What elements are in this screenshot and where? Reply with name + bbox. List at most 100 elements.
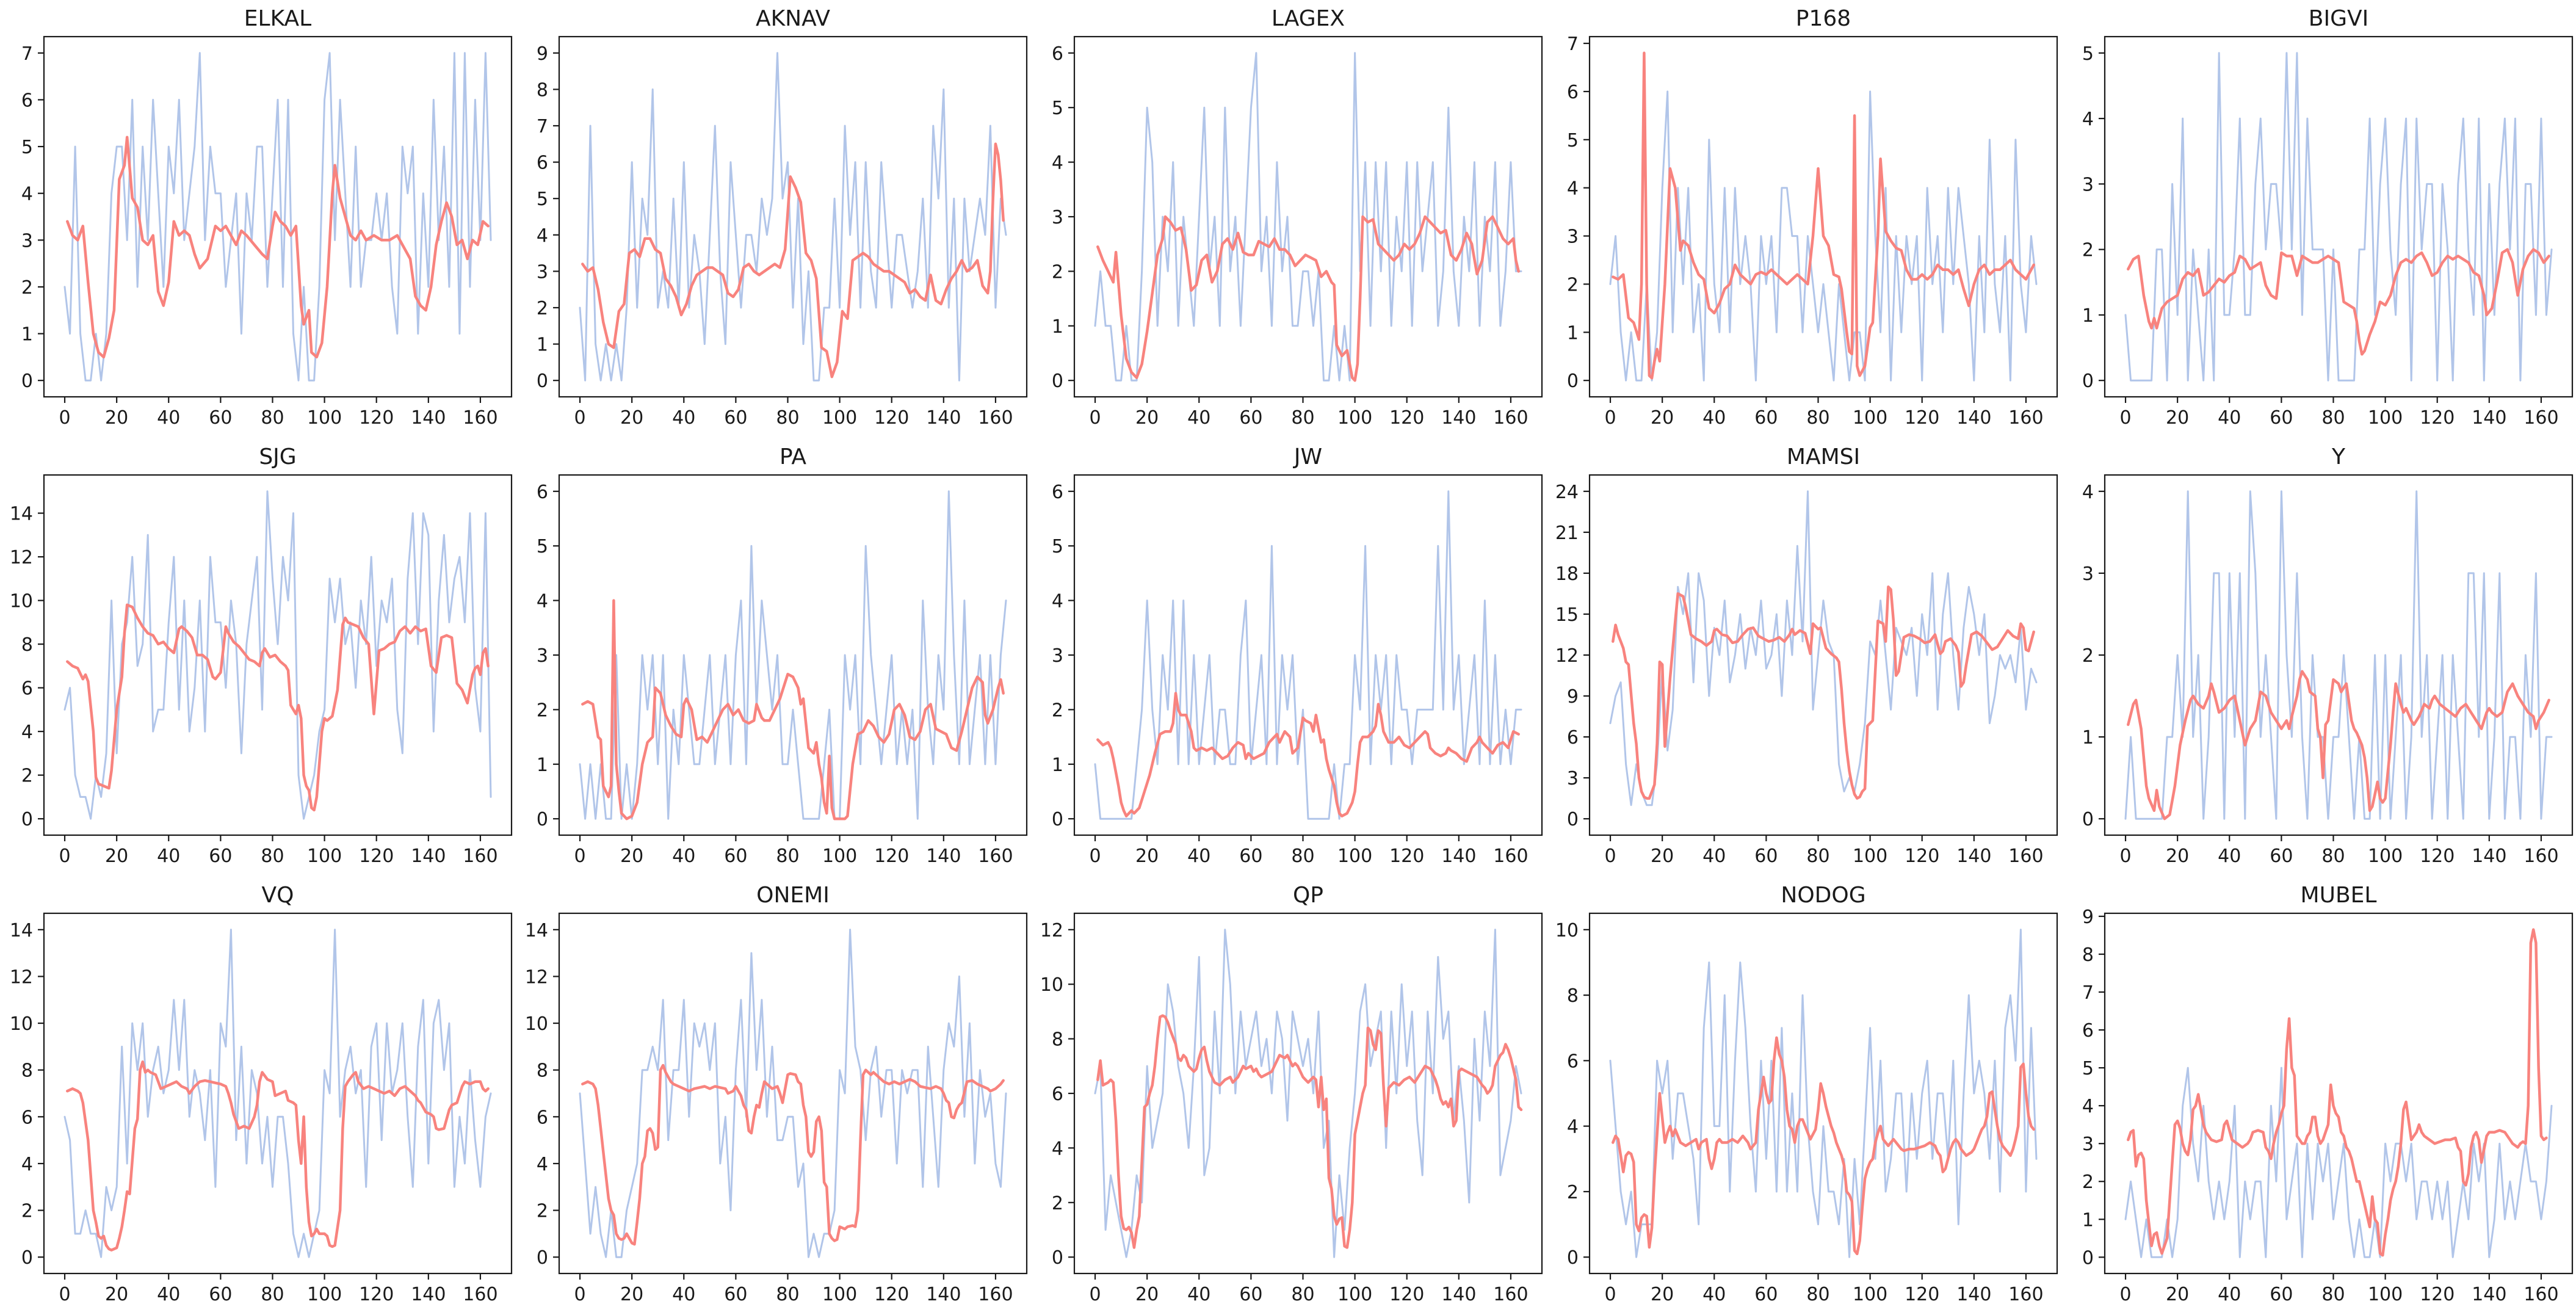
x-tick-label: 60: [2270, 1284, 2293, 1305]
x-tick-label: 160: [463, 846, 497, 867]
x-tick-label: 0: [1089, 846, 1101, 867]
y-tick-label: 2: [537, 298, 548, 319]
raw-series-line: [1609, 490, 2038, 806]
y-tick-label: 12: [10, 547, 33, 568]
y-tick-label: 8: [2082, 944, 2094, 966]
y-tick-label: 2: [21, 766, 33, 787]
x-tick-label: 120: [359, 1284, 394, 1305]
y-tick-label: 5: [1052, 536, 1063, 557]
y-tick-label: 0: [1052, 371, 1063, 392]
y-tick-label: 10: [10, 591, 33, 612]
axes-frame: [43, 35, 513, 398]
x-tick-label: 0: [1604, 846, 1616, 867]
x-tick-label: 80: [2321, 407, 2345, 429]
y-tick-label: 8: [21, 634, 33, 656]
x-tick-label: 0: [1089, 1284, 1101, 1305]
x-tick-label: 20: [620, 1284, 643, 1305]
axes-frame: [558, 912, 1028, 1275]
x-tick-label: 80: [1806, 846, 1829, 867]
smoothed-series-line: [1612, 1036, 2035, 1256]
y-tick-label: 6: [537, 1107, 548, 1128]
x-tick-label: 100: [307, 407, 342, 429]
x-tick-label: 20: [1651, 1284, 1674, 1305]
y-tick-label: 8: [21, 1060, 33, 1082]
chart-title: SJG: [259, 444, 296, 469]
x-tick-label: 140: [2472, 407, 2506, 429]
y-tick-label: 0: [537, 809, 548, 830]
y-tick-label: 6: [2082, 1020, 2094, 1041]
raw-series-line: [1609, 929, 2038, 1258]
subplot: JW 0 20 40 60 80 100 120 140 160 0 1 2 3 4 5 6: [1030, 438, 1546, 877]
chart-plot: MUBEL 0 20 40 60 80 100 120 140 160 0 1 2 3 4 5 6 7 8 9: [2082, 883, 2574, 1305]
subplot: PA 0 20 40 60 80 100 120 140 160 0 1 2 3 4 5 6: [515, 438, 1030, 877]
y-tick-label: 3: [1052, 645, 1063, 667]
y-tick-label: 0: [2082, 371, 2094, 392]
y-tick-label: 3: [2082, 1134, 2094, 1155]
chart-plot: SJG 0 20 40 60 80 100 120 140 160 0 2 4 6 8 10 12 14: [10, 444, 513, 867]
x-tick-label: 40: [2218, 407, 2241, 429]
x-tick-label: 60: [209, 846, 232, 867]
x-tick-label: 80: [1291, 1284, 1314, 1305]
chart-title: LAGEX: [1272, 6, 1345, 31]
x-tick-label: 20: [620, 846, 643, 867]
x-tick-label: 140: [926, 1284, 961, 1305]
x-tick-label: 100: [2368, 407, 2403, 429]
x-tick-label: 140: [2472, 846, 2506, 867]
x-tick-label: 120: [874, 407, 909, 429]
y-tick-label: 4: [21, 722, 33, 743]
x-tick-label: 100: [307, 846, 342, 867]
y-tick-label: 10: [10, 1013, 33, 1035]
y-tick-label: 15: [1555, 604, 1579, 626]
y-tick-label: 7: [2082, 982, 2094, 1004]
x-tick-label: 20: [2166, 846, 2189, 867]
chart-plot: NODOG 0 20 40 60 80 100 120 140 160 0 2 4 6 8 10: [1555, 883, 2058, 1305]
axes-frame: [1073, 912, 1543, 1275]
x-tick-label: 0: [574, 1284, 585, 1305]
x-tick-label: 80: [2321, 846, 2345, 867]
y-tick-label: 1: [21, 324, 33, 346]
x-tick-label: 100: [2368, 846, 2403, 867]
x-tick-label: 120: [1389, 407, 1424, 429]
x-tick-label: 120: [1905, 1284, 1939, 1305]
chart-plot: ELKAL 0 20 40 60 80 100 120 140 160 0 1 2 3 4 5 6 7: [21, 6, 513, 429]
x-tick-label: 60: [2270, 846, 2293, 867]
y-tick-label: 4: [1052, 591, 1063, 612]
x-tick-label: 80: [261, 846, 284, 867]
x-tick-label: 140: [926, 407, 961, 429]
x-tick-label: 160: [2524, 407, 2558, 429]
y-tick-label: 9: [537, 43, 548, 65]
x-tick-label: 100: [307, 1284, 342, 1305]
axes-frame: [1588, 912, 2058, 1275]
raw-series-line: [63, 929, 492, 1258]
y-tick-label: 3: [21, 230, 33, 252]
x-tick-label: 40: [1702, 1284, 1726, 1305]
y-tick-label: 6: [21, 90, 33, 111]
y-tick-label: 2: [1052, 700, 1063, 721]
axes-frame: [1588, 474, 2058, 836]
y-tick-label: 0: [2082, 1247, 2094, 1269]
x-tick-label: 20: [105, 846, 128, 867]
chart-title: P168: [1796, 6, 1851, 31]
axes-frame: [43, 474, 513, 836]
x-tick-label: 60: [724, 846, 747, 867]
y-tick-label: 6: [1052, 43, 1063, 65]
y-tick-label: 3: [1567, 226, 1579, 248]
x-tick-label: 60: [1239, 407, 1262, 429]
raw-series-line: [63, 52, 492, 382]
x-tick-label: 120: [874, 846, 909, 867]
y-tick-label: 2: [2082, 1172, 2094, 1193]
y-tick-label: 12: [525, 966, 548, 988]
x-tick-label: 80: [1806, 1284, 1829, 1305]
subplot: LAGEX 0 20 40 60 80 100 120 140 160 0 1 2 3 4 5 6: [1030, 0, 1546, 438]
x-tick-label: 80: [261, 407, 284, 429]
smoothed-series-line: [1612, 51, 2035, 380]
y-tick-label: 2: [1567, 274, 1579, 295]
x-tick-label: 20: [2166, 407, 2189, 429]
y-tick-label: 6: [537, 153, 548, 174]
x-tick-label: 140: [1441, 846, 1476, 867]
y-tick-label: 2: [2082, 645, 2094, 667]
y-tick-label: 2: [21, 1201, 33, 1222]
smoothed-series-line: [66, 1060, 490, 1252]
y-tick-label: 24: [1555, 482, 1579, 503]
y-tick-label: 7: [537, 116, 548, 137]
